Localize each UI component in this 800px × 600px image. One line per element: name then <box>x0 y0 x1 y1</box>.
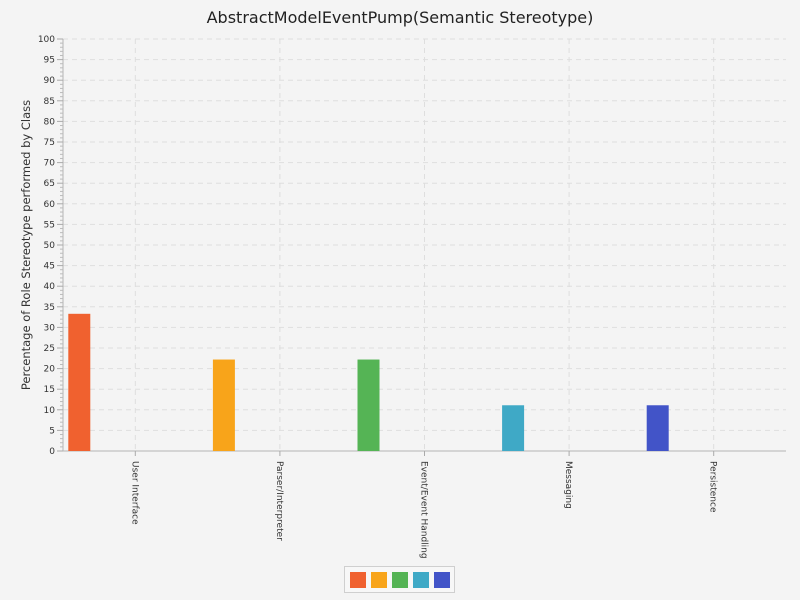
legend-swatch <box>370 571 387 588</box>
y-tick-label: 0 <box>49 447 55 457</box>
legend <box>344 566 455 593</box>
y-tick-label: 20 <box>44 365 56 375</box>
y-tick-label: 75 <box>44 138 55 148</box>
legend-swatch <box>349 571 366 588</box>
y-tick-label: 70 <box>44 159 56 169</box>
grid-lines <box>63 38 786 451</box>
x-axis-ticks: User Interface Parser/Interpreter Event/Ev… <box>129 451 718 559</box>
y-tick-label: 50 <box>44 241 56 251</box>
y-tick-label: 100 <box>38 35 55 45</box>
y-tick-label: 45 <box>44 262 55 272</box>
x-tick-label: Event/Event Handling <box>419 461 429 559</box>
y-tick-label: 55 <box>44 220 55 230</box>
x-tick-label: Persistence <box>708 461 718 513</box>
y-tick-label: 35 <box>44 303 55 313</box>
bar-2 <box>357 359 380 451</box>
legend-swatch <box>412 571 429 588</box>
y-tick-label: 40 <box>44 282 56 292</box>
y-tick-label: 95 <box>44 56 55 66</box>
y-tick-label: 30 <box>44 323 56 333</box>
y-tick-label: 5 <box>49 426 55 436</box>
x-tick-label: Messaging <box>563 461 573 509</box>
legend-swatch <box>433 571 450 588</box>
bar-1 <box>212 359 235 451</box>
bar-4 <box>646 405 669 451</box>
y-tick-label: 15 <box>44 385 55 395</box>
bars <box>68 313 669 451</box>
chart-title: AbstractModelEventPump(Semantic Stereoty… <box>206 8 594 27</box>
bar-0 <box>68 313 91 451</box>
y-tick-label: 10 <box>44 406 56 416</box>
y-axis-ticks: 0 5 10 15 20 25 30 35 40 45 50 55 60 65 70 75 80 85 90 95 10… <box>38 35 63 457</box>
y-tick-label: 60 <box>44 200 56 210</box>
y-tick-label: 80 <box>44 117 56 127</box>
y-tick-label: 90 <box>44 76 56 86</box>
bar-3 <box>502 405 525 451</box>
y-tick-label: 25 <box>44 344 55 354</box>
y-tick-label: 85 <box>44 97 55 107</box>
y-tick-label: 65 <box>44 179 55 189</box>
legend-swatch <box>391 571 408 588</box>
x-tick-label: User Interface <box>129 461 139 525</box>
x-tick-label: Parser/Interpreter <box>274 461 284 541</box>
y-axis-label: Percentage of Role Stereotype performed … <box>19 100 33 390</box>
